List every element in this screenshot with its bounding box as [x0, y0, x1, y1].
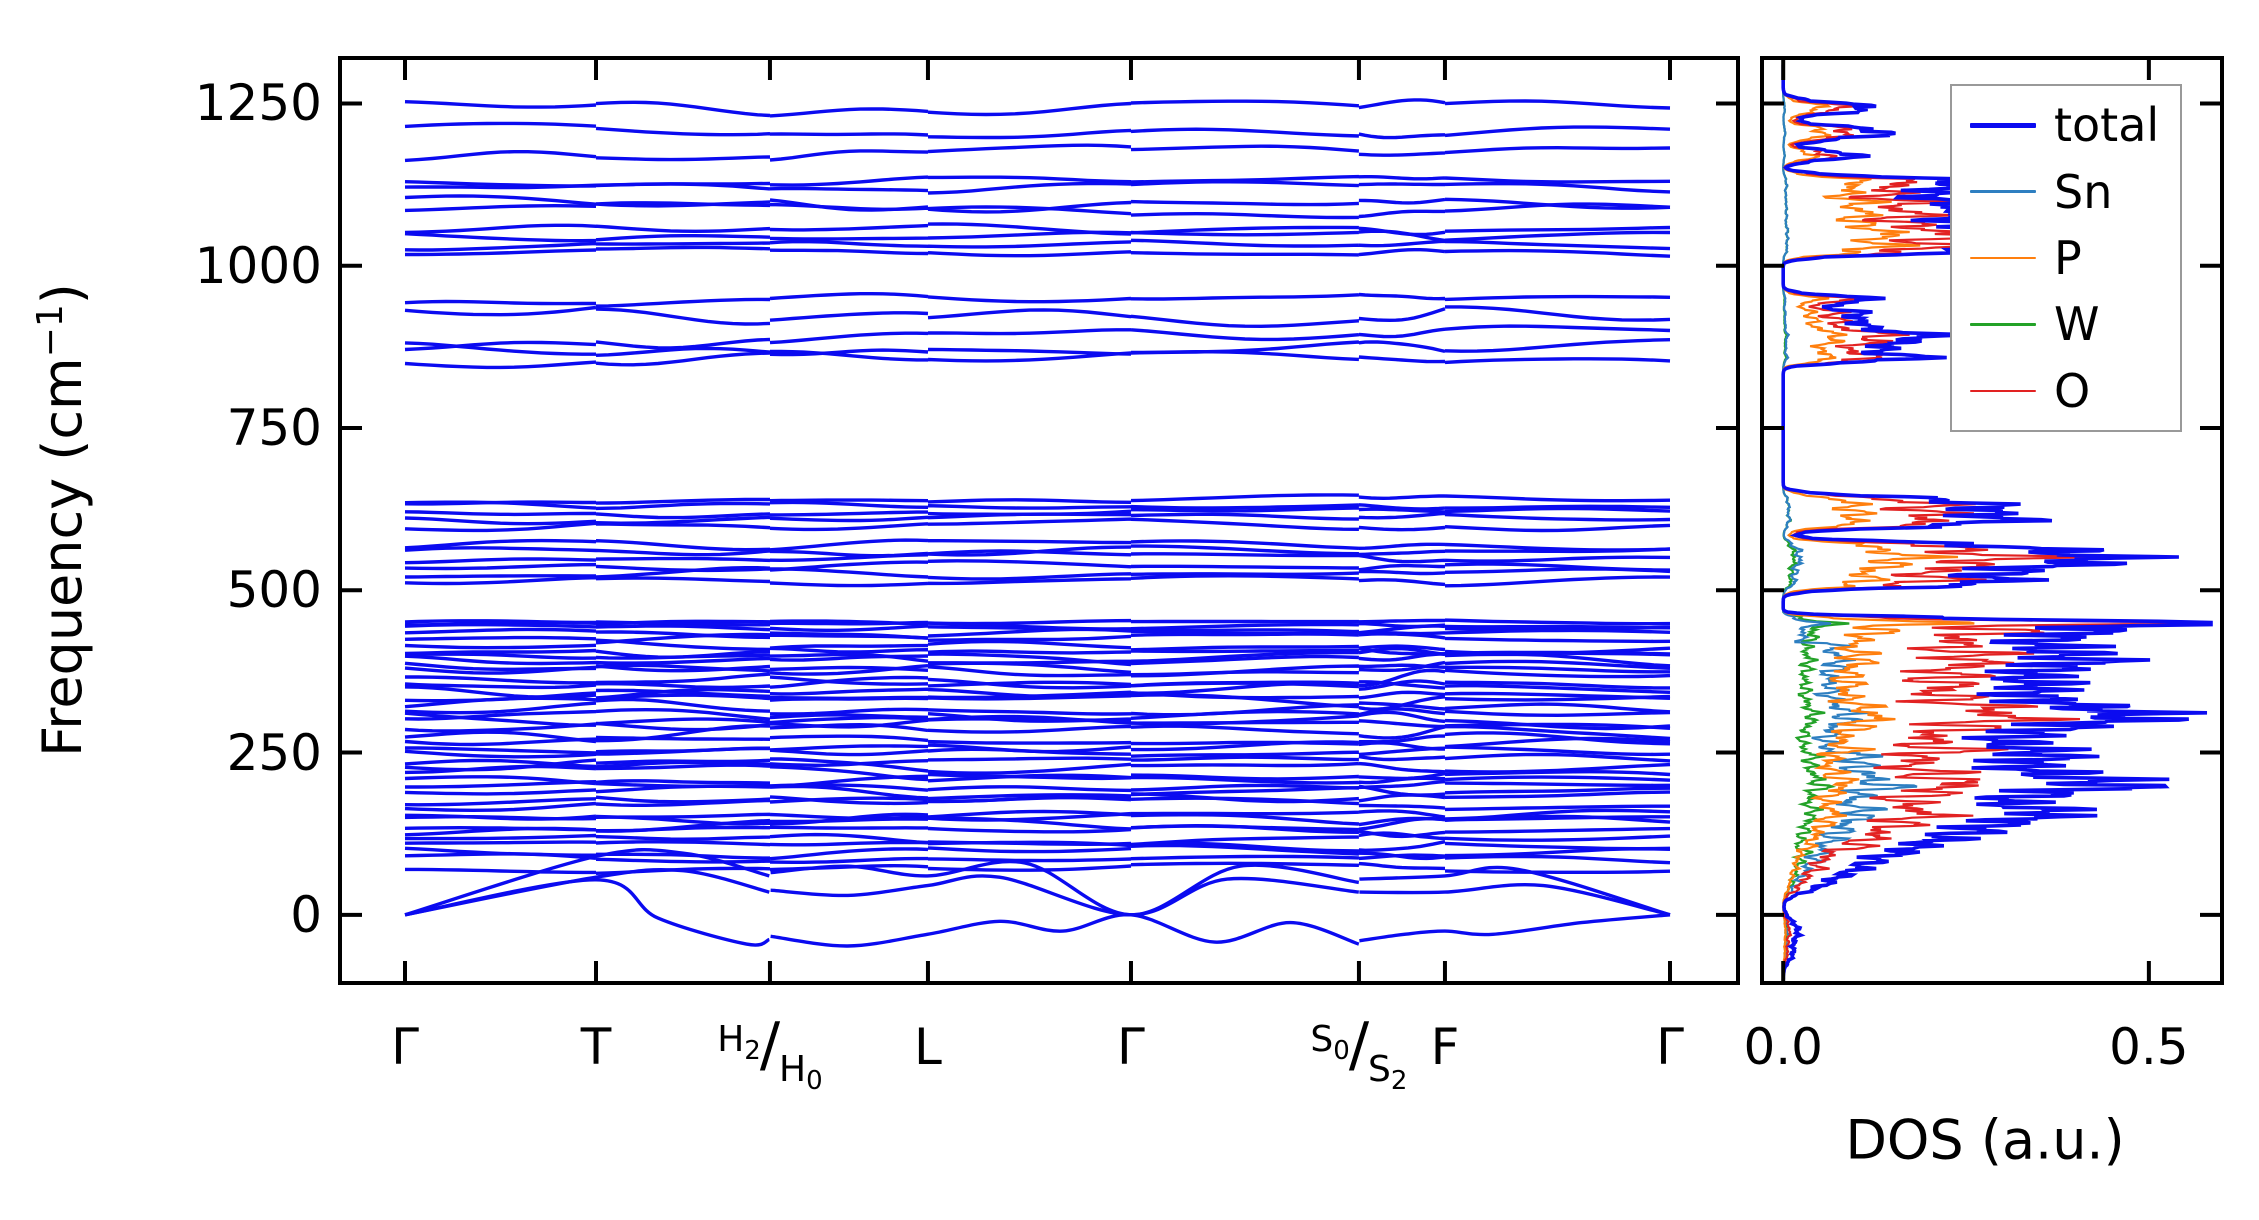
legend-label-p: P	[2054, 230, 2082, 285]
band-curve	[404, 693, 1671, 711]
dos-panel-frame	[1760, 56, 2224, 985]
band-curve	[404, 745, 1671, 759]
band-curve	[405, 646, 1671, 665]
band-curve	[404, 717, 1671, 733]
band-curve	[404, 305, 1671, 329]
band-curve	[404, 631, 1671, 650]
kpoint-slash: /	[1348, 1010, 1370, 1080]
legend-line-p	[1970, 256, 2036, 260]
band-curve	[404, 823, 1671, 839]
y-tick-label-500: 500	[226, 561, 322, 620]
band-curve	[404, 338, 1671, 357]
band-curve	[404, 772, 1671, 788]
band-curve	[404, 784, 1671, 801]
dos-x-axis-label: DOS (a.u.)	[1845, 1108, 2125, 1172]
legend-label-total: total	[2054, 98, 2160, 153]
band-curve	[404, 180, 1671, 195]
band-curve	[404, 517, 1671, 533]
legend-entry-w: W	[1952, 301, 2180, 347]
dos-curve-o	[1782, 64, 2213, 980]
dos-curve-p	[1782, 64, 1975, 980]
y-tick-label-1250: 1250	[194, 74, 322, 133]
dos-curve-sn	[1782, 64, 1918, 980]
legend-label-sn: Sn	[2054, 164, 2113, 219]
band-curve	[404, 549, 1671, 565]
kpoint-slash: /	[759, 1010, 781, 1080]
dos-tick-label-0.0: 0.0	[1743, 1018, 1823, 1076]
legend: total Sn P W O	[1950, 84, 2182, 432]
band-curve	[404, 201, 1671, 220]
kpoint-upper: H2	[717, 1019, 761, 1067]
band-curve	[404, 349, 1671, 370]
band-curve	[404, 618, 1671, 626]
legend-line-o	[1970, 389, 2036, 392]
band-curve	[404, 292, 1671, 308]
legend-line-w	[1970, 323, 2036, 326]
kpoint-label-4: Γ	[1117, 1018, 1145, 1076]
band-curve	[404, 222, 1671, 237]
axis-ticks	[340, 58, 2222, 983]
band-curve	[404, 229, 1671, 243]
band-curve	[404, 238, 1671, 252]
band-curve	[404, 143, 1671, 163]
y-axis-label-sup: −1	[30, 304, 71, 358]
legend-entry-o: O	[1952, 368, 2180, 414]
band-curve	[404, 493, 1671, 506]
legend-line-sn	[1970, 190, 2036, 193]
y-tick-label-1000: 1000	[194, 236, 322, 295]
y-axis-label: Frequency (cm−1)	[30, 283, 94, 757]
band-curve	[404, 635, 1671, 656]
band-curve	[405, 245, 1671, 258]
y-axis-label-pre: Frequency (cm	[31, 357, 94, 757]
kpoint-label-1: T	[580, 1018, 612, 1076]
y-tick-label-750: 750	[226, 399, 322, 457]
band-curve	[404, 852, 1671, 865]
band-curve	[404, 623, 1671, 635]
kpoint-upper: S0	[1310, 1019, 1350, 1067]
kpoint-label-split-2: H2/H0	[717, 1015, 823, 1097]
band-curve	[404, 98, 1671, 118]
band-curve	[404, 722, 1671, 744]
band-curve	[404, 500, 1671, 511]
y-tick-label-250: 250	[226, 723, 322, 782]
band-curve	[404, 324, 1671, 352]
band-curve	[404, 511, 1671, 526]
y-tick-label-0: 0	[290, 885, 322, 944]
kpoint-label-0: Γ	[391, 1018, 419, 1076]
kpoint-label-6: F	[1430, 1018, 1460, 1076]
dos-tick-label-0.5: 0.5	[2109, 1018, 2189, 1076]
kpoint-lower: H0	[779, 1049, 823, 1097]
band-curve	[404, 731, 1671, 747]
acoustic-band-curve	[404, 848, 1671, 917]
band-curve	[404, 566, 1671, 581]
band-curve	[404, 675, 1670, 691]
legend-label-w: W	[2054, 297, 2100, 352]
kpoint-lower: S2	[1368, 1049, 1408, 1097]
band-curve	[404, 796, 1670, 813]
band-curve	[404, 121, 1671, 140]
band-panel-frame	[338, 56, 1740, 985]
kpoint-label-3: L	[914, 1018, 942, 1076]
kpoint-label-split-5: S0/S2	[1310, 1015, 1408, 1097]
band-curve	[404, 652, 1671, 668]
legend-entry-p: P	[1952, 235, 2180, 281]
band-curve	[404, 627, 1671, 640]
legend-label-o: O	[2054, 363, 2091, 418]
band-curve	[404, 538, 1671, 552]
kpoint-label-7: Γ	[1656, 1018, 1684, 1076]
band-curves	[404, 98, 1671, 948]
band-curve	[404, 809, 1670, 827]
y-axis-label-post: )	[31, 283, 94, 305]
legend-entry-total: total	[1952, 102, 2180, 148]
acoustic-band-curve	[404, 867, 1671, 917]
band-curve	[404, 663, 1670, 678]
legend-entry-sn: Sn	[1952, 169, 2180, 215]
legend-line-total	[1970, 122, 2036, 128]
band-curve	[404, 574, 1671, 588]
band-curve	[404, 840, 1671, 853]
dos-curves	[1781, 64, 2213, 980]
